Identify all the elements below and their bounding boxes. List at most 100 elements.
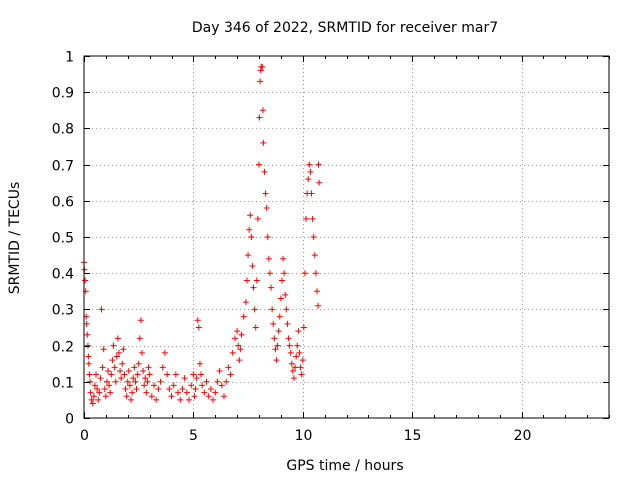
data-point (94, 386, 101, 393)
data-point (315, 302, 322, 309)
data-point (306, 161, 313, 168)
data-point (103, 378, 110, 385)
data-point (82, 277, 89, 284)
data-point (85, 360, 92, 367)
y-tick-label: 1 (65, 50, 74, 66)
data-point (118, 375, 125, 382)
data-point (303, 215, 310, 222)
data-point (223, 378, 230, 385)
data-point (212, 389, 219, 396)
data-point (275, 328, 282, 335)
data-point (86, 371, 93, 378)
data-point (238, 331, 245, 338)
data-point (168, 393, 175, 400)
data-point (172, 371, 179, 378)
gridlines (84, 56, 609, 418)
data-point (130, 375, 137, 382)
data-point (191, 393, 198, 400)
data-point (295, 328, 302, 335)
data-point (114, 335, 121, 342)
data-point (100, 346, 107, 353)
data-point (227, 371, 234, 378)
data-point (263, 205, 270, 212)
data-point (96, 389, 103, 396)
data-point (148, 393, 155, 400)
data-point (300, 324, 307, 331)
data-point (310, 234, 317, 240)
y-tick-label: 0.9 (52, 86, 74, 102)
data-point (87, 389, 94, 396)
data-point (271, 335, 278, 342)
y-tick-label: 0.2 (52, 340, 74, 356)
data-point (140, 367, 147, 374)
y-axis-label: SRMTID / TECUs (7, 182, 23, 295)
data-point (196, 360, 203, 367)
data-point (124, 378, 131, 385)
data-point (313, 288, 320, 295)
data-point (245, 252, 252, 259)
data-point (90, 393, 97, 400)
x-tick-label: 0 (80, 428, 89, 444)
data-point (113, 353, 120, 360)
data-point (84, 342, 91, 349)
data-point (175, 389, 182, 396)
data-point (125, 367, 132, 374)
data-point (190, 371, 197, 378)
data-point (214, 378, 221, 385)
data-point (270, 320, 277, 327)
x-tick-label: 20 (514, 428, 532, 444)
data-point (296, 349, 303, 356)
data-point (137, 317, 144, 324)
data-point (87, 378, 94, 385)
data-point (242, 299, 249, 306)
data-point (170, 382, 177, 389)
data-point (134, 371, 141, 378)
data-point (221, 393, 227, 400)
data-point (99, 364, 106, 371)
data-point (112, 378, 119, 385)
data-point (119, 360, 126, 367)
data-point (260, 139, 267, 146)
data-point (293, 353, 300, 360)
data-point (266, 270, 273, 277)
chart-title: Day 346 of 2022, SRMTID for receiver mar… (192, 20, 498, 36)
data-point (285, 335, 292, 342)
data-point (110, 342, 117, 349)
data-point (216, 367, 223, 374)
data-point (145, 364, 152, 371)
data-point (111, 364, 118, 371)
data-point (144, 378, 151, 385)
data-point (288, 360, 295, 367)
data-point (265, 255, 272, 262)
data-point (153, 396, 160, 403)
data-point (95, 396, 102, 403)
data-point (297, 364, 304, 371)
data-point (284, 320, 291, 327)
x-axis-label: GPS time / hours (286, 458, 403, 474)
data-point (287, 349, 294, 356)
data-point (93, 371, 100, 378)
data-point (146, 371, 153, 378)
data-point (251, 306, 258, 313)
data-point (108, 371, 115, 378)
data-point (225, 364, 232, 371)
data-point (312, 270, 319, 277)
data-point (237, 346, 244, 353)
data-point (282, 291, 289, 298)
data-point (309, 215, 316, 222)
y-tick-label: 0.5 (52, 231, 74, 247)
data-point (198, 371, 205, 378)
data-point (269, 306, 276, 313)
data-point (243, 277, 250, 284)
data-point (210, 396, 217, 403)
data-point (207, 386, 214, 393)
data-point (274, 342, 281, 349)
data-point (129, 389, 136, 396)
data-point (122, 386, 129, 393)
data-point (301, 270, 308, 277)
data-point (181, 375, 188, 382)
data-point (240, 313, 247, 320)
data-point (292, 364, 299, 371)
data-point (166, 386, 173, 393)
data-point (195, 324, 202, 331)
